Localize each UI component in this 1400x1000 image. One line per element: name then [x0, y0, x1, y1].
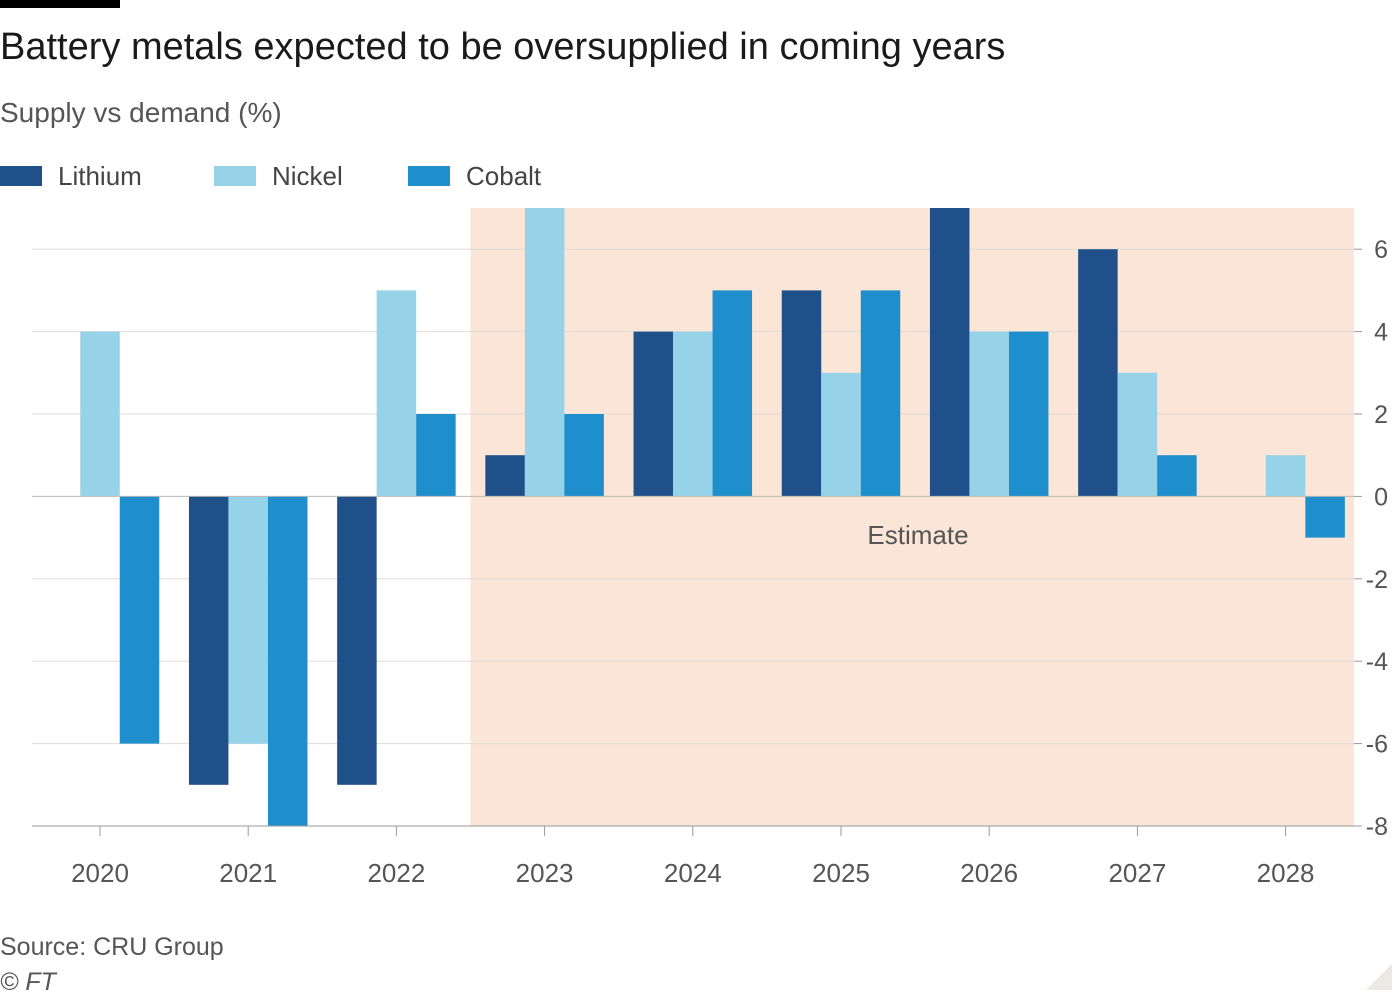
legend-item-lithium: Lithium: [0, 160, 142, 192]
bar-cobalt-2025: [860, 290, 901, 497]
ft-credit: © FT: [0, 968, 56, 996]
bar-lithium-2024: [633, 331, 674, 497]
bar-nickel-2026: [969, 331, 1009, 497]
bar-cobalt-2020: [119, 496, 160, 744]
chart-subtitle: Supply vs demand (%): [0, 97, 282, 128]
x-tick-label: 2024: [664, 858, 722, 888]
bar-nickel-2025: [821, 372, 861, 497]
bar-cobalt-2021: [267, 496, 308, 826]
bar-cobalt-2023: [564, 414, 604, 497]
bar-lithium-2023: [485, 455, 525, 497]
y-tick-label: -6: [1366, 731, 1388, 759]
y-tick-label: 6: [1374, 236, 1388, 264]
bar-lithium-2025: [781, 290, 822, 497]
y-tick-label: 4: [1374, 319, 1388, 347]
bar-chart: Estimate 6 4 2 0 -2 -4 -6 -8 2020 2021 2022 2023 2024…: [32, 208, 1388, 888]
legend-label-lithium: Lithium: [58, 160, 142, 191]
x-tick-label: 2022: [367, 858, 425, 888]
x-tick-label: 2023: [516, 858, 574, 888]
estimate-label: Estimate: [867, 520, 968, 550]
legend-item-nickel: Nickel: [214, 160, 343, 192]
bar-nickel-2020: [80, 331, 120, 497]
bar-nickel-2023: [524, 208, 565, 497]
bar-cobalt-2022: [416, 414, 456, 497]
legend-swatch-lithium: [0, 166, 42, 186]
x-tick-label: 2028: [1257, 858, 1315, 888]
bar-nickel-2024: [673, 331, 713, 497]
y-tick-label: 2: [1374, 401, 1388, 429]
bar-cobalt-2026: [1008, 331, 1049, 497]
bar-lithium-2026: [929, 208, 970, 497]
x-tick-label: 2020: [71, 858, 129, 888]
bar-nickel-2028: [1265, 455, 1306, 497]
bar-lithium-2022: [337, 496, 377, 785]
x-tick-label: 2025: [812, 858, 870, 888]
bar-nickel-2027: [1117, 372, 1158, 497]
legend-label-cobalt: Cobalt: [466, 160, 542, 191]
x-tick-label: 2026: [960, 858, 1018, 888]
x-tick-label: 2021: [219, 858, 277, 888]
bar-lithium-2021: [188, 496, 229, 785]
source-note: Source: CRU Group: [0, 933, 224, 961]
bar-cobalt-2024: [712, 290, 753, 497]
legend-swatch-nickel: [214, 166, 256, 186]
top-rule: [0, 0, 120, 8]
legend-item-cobalt: Cobalt: [408, 160, 541, 192]
x-tick-label: 2027: [1108, 858, 1166, 888]
y-tick-label: -4: [1366, 648, 1388, 676]
bar-cobalt-2027: [1157, 455, 1197, 497]
bar-lithium-2027: [1078, 249, 1118, 497]
legend-swatch-cobalt: [408, 166, 450, 186]
bar-nickel-2022: [376, 290, 417, 497]
legend-label-nickel: Nickel: [272, 160, 343, 191]
chart-title: Battery metals expected to be oversuppli…: [0, 26, 1006, 68]
y-tick-label: -2: [1366, 566, 1388, 594]
corner-mark-icon: [1366, 964, 1392, 990]
estimate-band: [470, 208, 1354, 826]
bar-nickel-2021: [228, 496, 268, 744]
bar-cobalt-2028: [1305, 496, 1345, 538]
y-tick-label: -8: [1366, 813, 1388, 841]
y-tick-label: 0: [1374, 483, 1388, 511]
